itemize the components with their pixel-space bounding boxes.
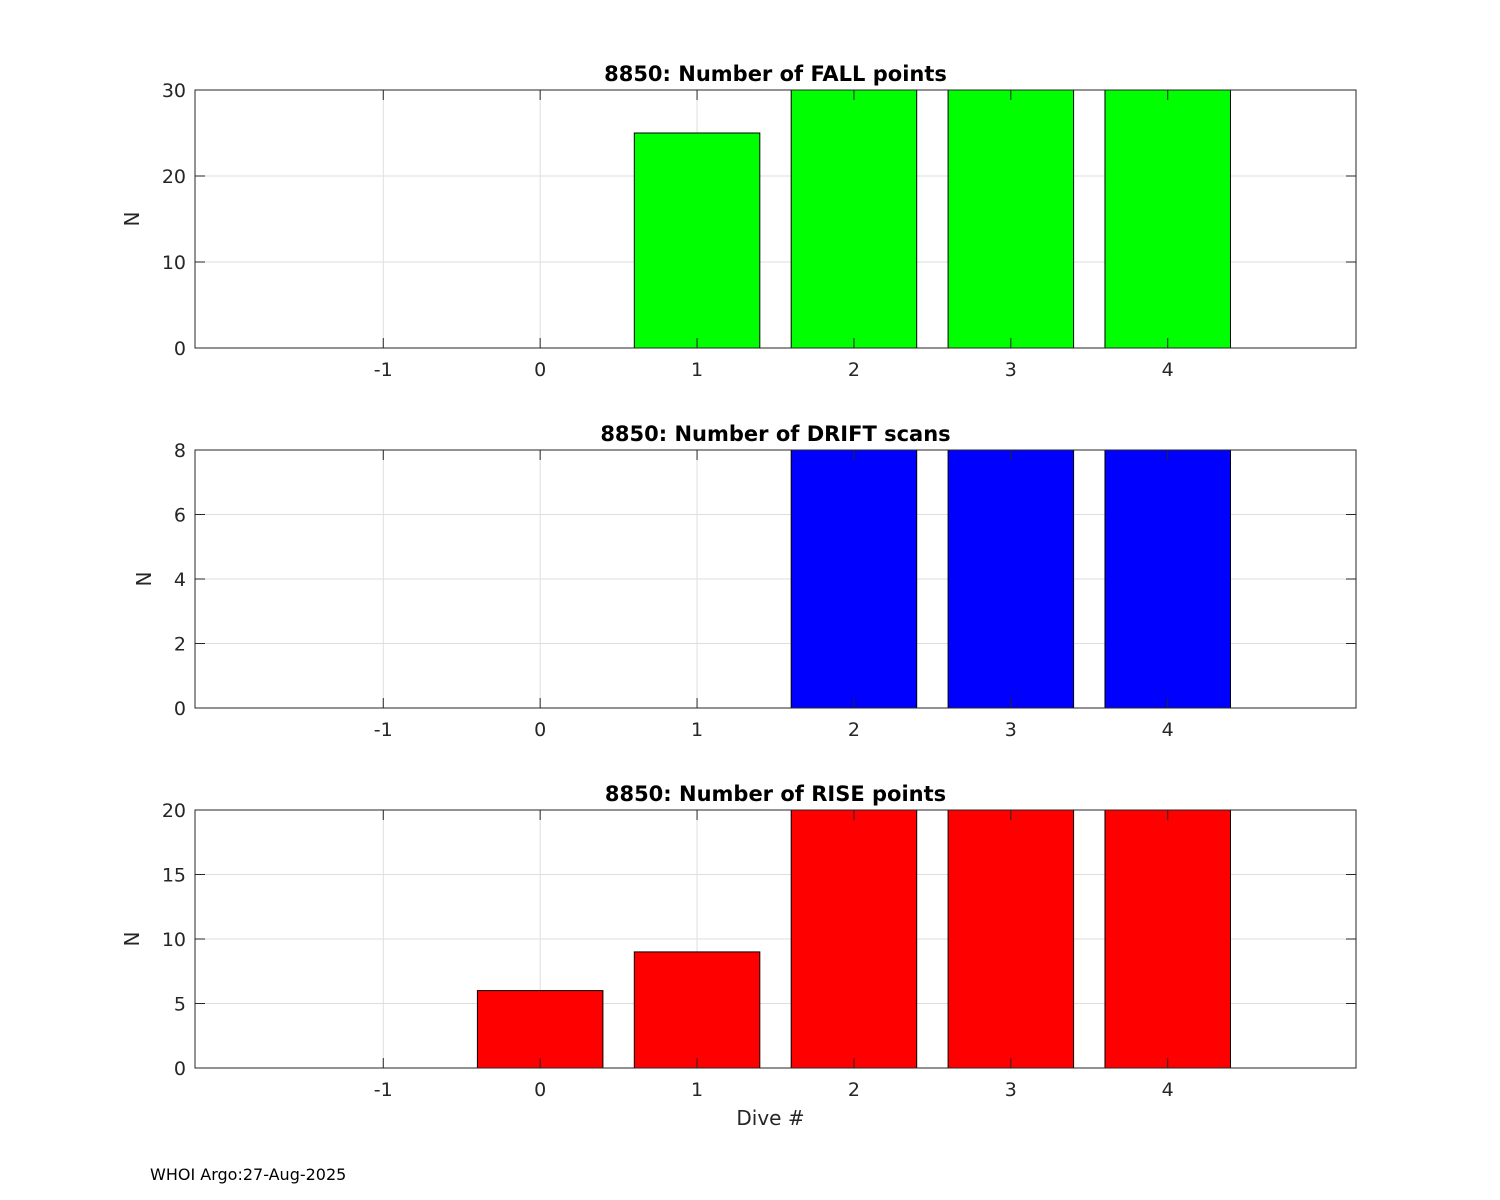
bar-dive-2 (790, 89, 918, 349)
x-tick-label: 0 (534, 1079, 546, 1101)
x-tick-label: -1 (374, 719, 393, 741)
y-tick-label: 30 (162, 80, 186, 102)
y-axis-label: N (120, 212, 144, 227)
x-tick-label: 3 (1005, 1079, 1017, 1101)
x-tick-label: 2 (848, 359, 860, 381)
x-tick-label: 1 (691, 359, 703, 381)
chart-panel-2: -1 0 1 2 3 4 0 2 4 6 8 8850: Number of DRIFT scans N (132, 422, 1357, 741)
x-tick-label: 2 (848, 719, 860, 741)
bar-dive-4 (1104, 449, 1231, 709)
x-tick-label: 4 (1162, 1079, 1174, 1101)
bar-dive-1 (633, 132, 761, 349)
bar-dive-2 (790, 449, 918, 709)
bar-dive-4 (1104, 809, 1231, 1069)
bar-dive-4 (1104, 89, 1231, 349)
x-tick-label: 3 (1005, 719, 1017, 741)
x-tick-label: 1 (691, 1079, 703, 1101)
x-tick-label: 1 (691, 719, 703, 741)
y-tick-label: 15 (162, 865, 186, 887)
x-tick-label: 0 (534, 719, 546, 741)
footer-note: WHOI Argo:27-Aug-2025 (150, 1165, 347, 1184)
y-tick-label: 20 (162, 800, 186, 822)
y-tick-label: 20 (162, 166, 186, 188)
y-tick-label: 4 (174, 569, 186, 591)
y-tick-label: 6 (174, 505, 186, 527)
chart-title: 8850: Number of FALL points (604, 62, 947, 86)
x-axis-label: Dive # (736, 1106, 804, 1130)
bar-dive-1 (633, 951, 761, 1069)
chart-title: 8850: Number of RISE points (605, 782, 946, 806)
chart-panel-3: -1 0 1 2 3 4 0 5 10 15 20 8850: Number of RISE poin… (120, 782, 1357, 1130)
x-tick-label: 3 (1005, 359, 1017, 381)
y-tick-label: 5 (174, 994, 186, 1016)
y-tick-label: 10 (162, 252, 186, 274)
x-tick-label: 4 (1162, 359, 1174, 381)
y-tick-label: 10 (162, 929, 186, 951)
y-tick-label: 0 (174, 698, 186, 720)
y-tick-label: 0 (174, 1058, 186, 1080)
x-tick-label: -1 (374, 1079, 393, 1101)
x-tick-label: -1 (374, 359, 393, 381)
y-tick-label: 8 (174, 440, 186, 462)
bar-dive-0 (476, 990, 604, 1069)
chart-title: 8850: Number of DRIFT scans (600, 422, 950, 446)
x-tick-label: 2 (848, 1079, 860, 1101)
bar-dive-3 (947, 449, 1075, 709)
bar-dive-3 (947, 809, 1075, 1069)
x-tick-label: 4 (1162, 719, 1174, 741)
bar-dive-3 (947, 89, 1075, 349)
axes-frame (194, 89, 1357, 349)
x-tick-label: 0 (534, 359, 546, 381)
y-axis-label: N (120, 932, 144, 947)
y-tick-label: 2 (174, 634, 186, 656)
y-axis-label: N (132, 572, 156, 587)
chart-panel-1: -1 0 1 2 3 4 0 10 20 30 8850: Number of FALL point… (120, 62, 1357, 381)
bar-dive-2 (790, 809, 918, 1069)
y-tick-label: 0 (174, 338, 186, 360)
